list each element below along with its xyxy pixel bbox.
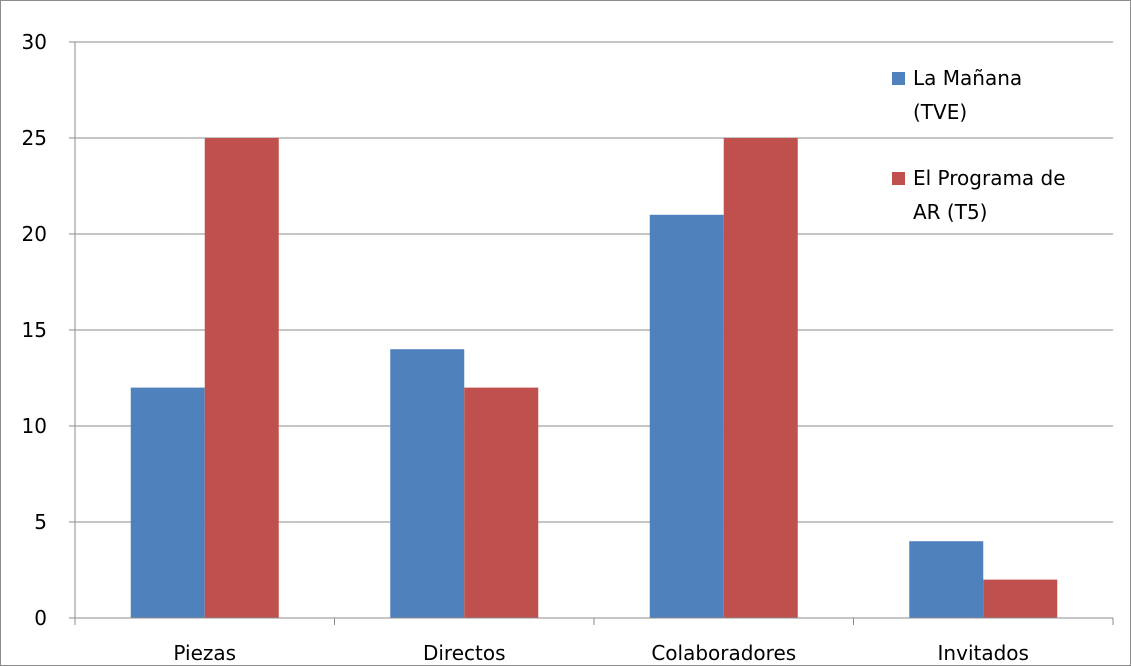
bars [130,138,1058,619]
legend-swatch-series-2 [892,172,905,185]
x-tick-label: Piezas [173,641,236,665]
legend-swatch-series-1 [892,72,905,85]
legend-label-series-1: (TVE) [913,100,967,124]
bar-invitados-series-1 [909,541,984,618]
legend-label-series-1: La Mañana [913,66,1022,90]
bar-directos-series-2 [464,387,539,618]
bar-invitados-series-2 [983,579,1058,618]
bar-colaboradores-series-2 [723,138,798,618]
x-tick-label: Colaboradores [651,641,796,665]
axes: 0 5 10 15 20 25 30 Piezas Directos Colaboradores I… [22,30,1114,665]
y-tick-label: 15 [22,318,47,342]
x-tick-label: Directos [423,641,506,665]
bar-directos-series-1 [390,349,465,618]
legend-label-series-2: El Programa de [913,166,1066,190]
y-tick-label: 10 [22,414,47,438]
bar-piezas-series-1 [130,387,205,618]
bar-piezas-series-2 [204,138,279,618]
y-tick-label: 25 [22,126,47,150]
y-tick-label: 0 [34,606,47,630]
bar-colaboradores-series-1 [649,214,724,619]
x-tick-label: Invitados [938,641,1029,665]
y-tick-label: 5 [34,510,47,534]
legend: La Mañana (TVE) El Programa de AR (T5) [892,66,1066,224]
legend-label-series-2: AR (T5) [913,200,987,224]
y-tick-label: 20 [22,222,47,246]
y-tick-label: 30 [22,30,47,54]
